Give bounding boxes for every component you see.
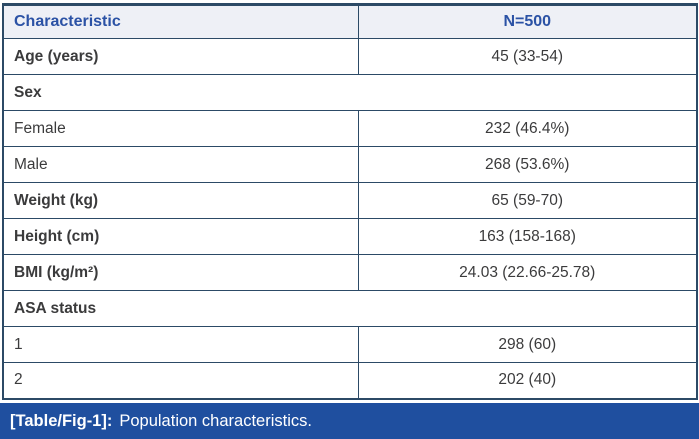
row-value: 202 (40)	[357, 362, 698, 399]
row-label: 1	[2, 326, 359, 363]
header-n500: N=500	[357, 4, 698, 39]
table-row-weight: Weight (kg) 65 (59-70)	[2, 182, 698, 219]
table-header-row: Characteristic N=500	[2, 4, 698, 39]
table-row-bmi: BMI (kg/m²) 24.03 (22.66-25.78)	[2, 254, 698, 291]
table-row-age: Age (years) 45 (33-54)	[2, 38, 698, 75]
table-row-height: Height (cm) 163 (158-168)	[2, 218, 698, 255]
row-value: 268 (53.6%)	[357, 146, 698, 183]
header-characteristic: Characteristic	[2, 4, 359, 39]
table-section-asa-status: ASA status	[2, 290, 698, 327]
row-label: Male	[2, 146, 359, 183]
row-value: 163 (158-168)	[357, 218, 698, 255]
population-characteristics-table: Characteristic N=500 Age (years) 45 (33-…	[2, 3, 698, 400]
row-label: Weight (kg)	[2, 182, 359, 219]
table-row-female: Female 232 (46.4%)	[2, 110, 698, 147]
caption-tag: [Table/Fig-1]:	[10, 411, 113, 430]
table-row-asa-2: 2 202 (40)	[2, 362, 698, 399]
row-label: Female	[2, 110, 359, 147]
section-label: ASA status	[2, 290, 698, 327]
table-row-asa-1: 1 298 (60)	[2, 326, 698, 363]
row-value: 232 (46.4%)	[357, 110, 698, 147]
row-value: 65 (59-70)	[357, 182, 698, 219]
table-caption-bar: [Table/Fig-1]: Population characteristic…	[0, 403, 699, 439]
row-label: Age (years)	[2, 38, 359, 75]
table-section-sex: Sex	[2, 74, 698, 111]
table-row-male: Male 268 (53.6%)	[2, 146, 698, 183]
row-value: 298 (60)	[357, 326, 698, 363]
row-label: Height (cm)	[2, 218, 359, 255]
section-label: Sex	[2, 74, 698, 111]
row-label: 2	[2, 362, 359, 399]
caption-text: Population characteristics.	[119, 411, 312, 430]
row-label: BMI (kg/m²)	[2, 254, 359, 291]
row-value: 24.03 (22.66-25.78)	[357, 254, 698, 291]
row-value: 45 (33-54)	[357, 38, 698, 75]
